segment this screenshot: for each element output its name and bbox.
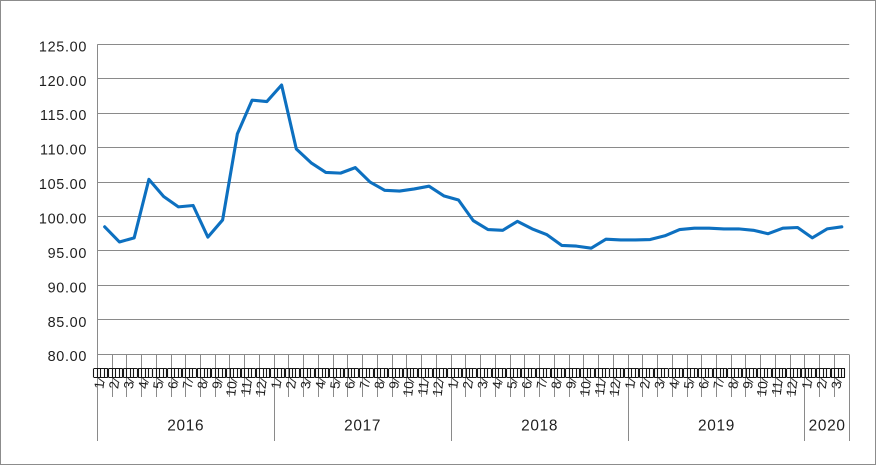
svg-text:105.00: 105.00 (39, 177, 87, 193)
svg-text:3: 3 (298, 380, 314, 389)
svg-text:2: 2 (106, 380, 122, 389)
svg-text:11: 11 (769, 380, 785, 396)
svg-text:5: 5 (150, 380, 166, 389)
svg-text:100.00: 100.00 (39, 212, 87, 228)
svg-text:6: 6 (696, 380, 712, 389)
svg-text:8: 8 (725, 380, 741, 389)
svg-text:7: 7 (180, 380, 196, 389)
svg-text:3: 3 (475, 380, 491, 389)
svg-text:7: 7 (711, 380, 727, 389)
svg-text:4: 4 (666, 380, 682, 390)
svg-text:12: 12 (253, 380, 270, 397)
svg-text:85.00: 85.00 (48, 315, 88, 331)
svg-text:115.00: 115.00 (40, 108, 87, 124)
svg-text:4: 4 (489, 380, 505, 390)
svg-text:110.00: 110.00 (40, 143, 87, 159)
svg-text:10: 10 (223, 380, 240, 397)
svg-text:1: 1 (622, 380, 638, 389)
svg-text:11: 11 (592, 380, 608, 396)
svg-text:5: 5 (504, 380, 520, 389)
svg-text:6: 6 (342, 380, 358, 389)
svg-text:12: 12 (783, 380, 800, 397)
svg-text:9: 9 (209, 380, 225, 389)
svg-text:6: 6 (165, 380, 181, 389)
svg-text:2020: 2020 (809, 418, 846, 435)
svg-text:3: 3 (829, 380, 845, 389)
svg-text:5: 5 (681, 380, 697, 389)
svg-text:10: 10 (754, 380, 771, 397)
svg-text:4: 4 (313, 380, 329, 390)
svg-text:8: 8 (548, 380, 564, 389)
svg-text:8: 8 (195, 380, 211, 389)
svg-text:7: 7 (357, 380, 373, 389)
svg-text:2: 2 (814, 380, 830, 389)
svg-text:12: 12 (430, 380, 447, 397)
svg-text:2: 2 (283, 380, 299, 389)
svg-text:2017: 2017 (344, 418, 381, 435)
svg-text:10: 10 (400, 380, 417, 397)
svg-text:95.00: 95.00 (48, 246, 88, 262)
svg-text:1: 1 (268, 380, 284, 389)
svg-text:6: 6 (519, 380, 535, 389)
svg-text:2016: 2016 (167, 418, 204, 435)
svg-text:1: 1 (91, 380, 107, 389)
svg-text:9: 9 (386, 380, 402, 389)
svg-text:90.00: 90.00 (48, 280, 88, 296)
svg-text:10: 10 (577, 380, 594, 397)
svg-text:2018: 2018 (521, 418, 558, 435)
svg-text:2: 2 (460, 380, 476, 389)
svg-text:2: 2 (637, 380, 653, 389)
svg-text:3: 3 (121, 380, 137, 389)
svg-text:7: 7 (534, 380, 550, 389)
svg-text:11: 11 (415, 380, 431, 396)
svg-text:80.00: 80.00 (48, 349, 88, 365)
svg-text:5: 5 (327, 380, 343, 389)
svg-text:9: 9 (740, 380, 756, 389)
svg-text:125.00: 125.00 (39, 39, 87, 55)
svg-text:1: 1 (799, 380, 815, 389)
svg-text:8: 8 (372, 380, 388, 389)
svg-text:1: 1 (445, 380, 461, 389)
svg-text:2019: 2019 (698, 418, 735, 435)
svg-text:3: 3 (652, 380, 668, 389)
svg-text:120.00: 120.00 (39, 74, 87, 90)
svg-text:12: 12 (607, 380, 624, 397)
svg-text:4: 4 (136, 380, 152, 390)
svg-text:9: 9 (563, 380, 579, 389)
svg-text:11: 11 (238, 380, 254, 396)
